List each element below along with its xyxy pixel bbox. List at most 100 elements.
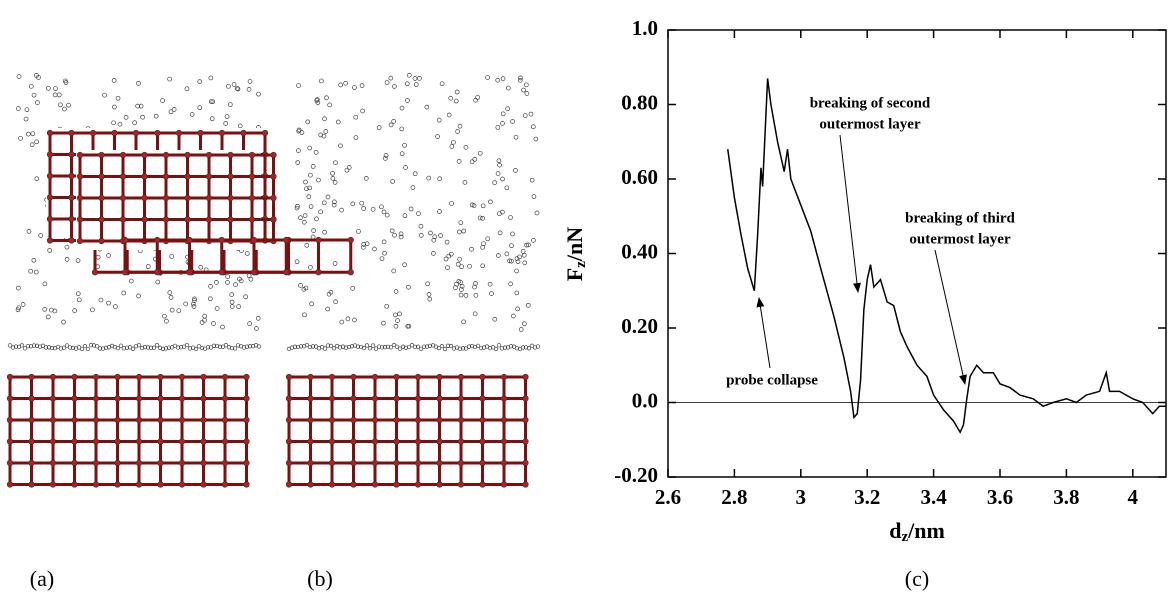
surface-layer-molecule [139,345,145,351]
solvent-molecule [295,203,300,209]
solvent-molecule [62,78,68,84]
solvent-molecule [310,234,316,240]
solvent-molecule [209,116,215,122]
solvent-molecule [318,209,324,215]
solvent-molecule [379,204,384,210]
solvent-molecule [437,176,443,182]
atom [350,438,357,445]
solvent-molecule [403,165,408,170]
solvent-molecule [169,307,175,313]
solvent-molecule [106,300,111,306]
atom [479,395,486,402]
solvent-molecule [459,287,464,292]
solvent-molecule [135,103,141,109]
solvent-molecule [328,289,334,295]
surface-layer-molecule [508,344,514,349]
solvent-molecule [405,98,410,103]
solvent-molecule [343,80,349,86]
solvent-molecule [246,87,252,92]
solvent-molecule [402,142,407,148]
solvent-molecule [25,131,31,137]
solvent-molecule [113,304,118,309]
solvent-molecule [530,124,536,130]
solvent-molecule [111,120,116,126]
solvent-molecule [454,89,460,95]
atom [46,151,54,158]
atom [98,237,105,245]
atom [200,481,207,488]
atom [135,438,143,445]
solvent-molecule [53,86,58,91]
solvent-molecule [417,75,422,81]
atom [371,395,379,402]
surface-layer-molecule [520,345,526,350]
solvent-molecule [38,233,43,238]
solvent-molecule [372,246,377,252]
solvent-molecule [509,258,514,264]
solvent-molecule [128,278,134,284]
solvent-molecule [321,200,327,206]
surface-layer-molecule [514,346,520,351]
atom [350,395,357,402]
solvent-molecule [389,228,395,234]
atom [285,459,293,467]
surface-layer-molecule [424,344,430,349]
solvent-molecule [18,135,23,141]
solvent-molecule [510,231,515,237]
x-axis-label: dz/nm [889,518,945,545]
solvent-molecule [171,107,177,112]
panel-label: (a) [30,566,54,591]
solvent-molecule [529,177,535,183]
solvent-molecule [388,122,394,128]
atom [205,151,213,159]
solvent-molecule [352,317,357,323]
y-axis-label-sub: z [573,261,589,268]
atom [178,416,186,424]
atom [315,269,322,276]
solvent-molecule [325,194,331,200]
solvent-molecule [425,281,430,287]
solvent-molecule [66,102,71,108]
solvent-molecule [497,162,502,168]
surface-layer-molecule [406,344,412,350]
atom [175,129,183,137]
solvent-molecule [26,229,32,234]
solvent-molecule [189,112,195,117]
solvent-molecule [370,206,376,212]
surface-layer-molecule [82,344,88,349]
solvent-molecule [526,242,531,248]
surface-layer-molecule [43,345,49,350]
solvent-molecule [305,119,311,125]
atom [227,194,234,202]
solvent-molecule [360,108,365,114]
solvent-molecule [462,180,468,185]
solvent-molecule [456,279,462,284]
solvent-molecule [477,150,483,156]
solvent-molecule [504,251,510,257]
atom [479,481,486,488]
atom [141,151,148,159]
atom [200,416,207,424]
solvent-molecule [61,319,66,325]
atom [71,438,78,445]
solvent-molecule [495,253,501,258]
solvent-molecule [412,171,418,177]
solvent-molecule [495,125,501,130]
atom [157,416,164,424]
solvent-molecule [376,125,382,130]
solvent-molecule [229,304,235,309]
atom [270,216,277,223]
solvent-molecule [28,268,34,274]
surface-layer-molecule [58,346,64,351]
atom [522,416,529,424]
surface-layer-molecule [256,344,262,349]
solvent-molecule [339,319,345,325]
atom [46,237,54,244]
atom [243,459,250,467]
atom [6,459,14,467]
surface-layer-molecule [145,345,151,350]
solvent-molecule [42,281,48,287]
surface-layer-molecule [502,345,508,350]
solvent-molecule [294,259,300,265]
solvent-molecule [451,139,456,145]
